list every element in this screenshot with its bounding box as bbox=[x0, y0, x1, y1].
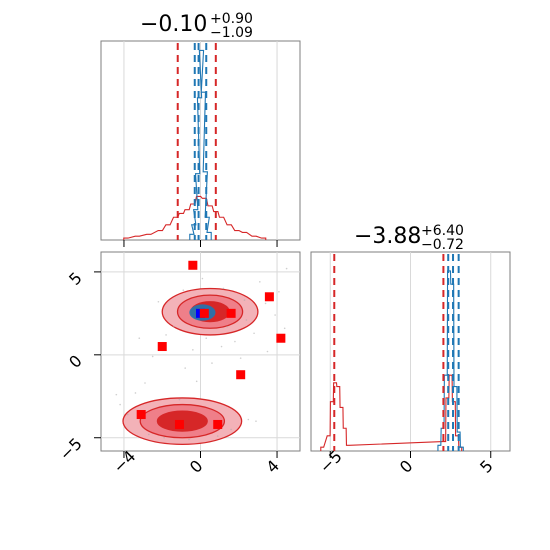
background-sample-14 bbox=[234, 340, 236, 343]
bottom-right-hist-series-0 bbox=[320, 374, 463, 451]
background-sample-22 bbox=[285, 267, 288, 270]
background-sample-23 bbox=[119, 403, 121, 406]
background-sample-28 bbox=[216, 435, 219, 437]
top-left-title: −0.10 +0.90 −1.09 bbox=[140, 11, 253, 41]
background-sample-12 bbox=[220, 345, 223, 348]
background-sample-27 bbox=[188, 438, 190, 441]
scatter-point-5 bbox=[199, 308, 209, 318]
background-sample-5 bbox=[172, 325, 175, 328]
bottom-right-title-sub: −0.72 bbox=[421, 237, 464, 253]
background-sample-18 bbox=[259, 281, 261, 283]
background-sample-20 bbox=[274, 314, 276, 316]
background-sample-7 bbox=[184, 367, 186, 369]
background-sample-13 bbox=[226, 325, 229, 328]
background-sample-17 bbox=[253, 332, 255, 335]
bottom-right-panel: −5 0 5 bbox=[310, 251, 511, 477]
scatter-point-1 bbox=[157, 342, 167, 352]
background-sample-10 bbox=[205, 337, 208, 340]
background-sample-9 bbox=[195, 380, 198, 383]
top-left-title-sup: +0.90 bbox=[210, 11, 253, 27]
background-sample-8 bbox=[192, 349, 194, 351]
bottom-right-title: −3.88 +6.40 −0.72 bbox=[354, 223, 464, 253]
scatter-point-10 bbox=[276, 333, 286, 343]
bottom-right-hist-series-1 bbox=[437, 270, 464, 451]
background-sample-25 bbox=[148, 433, 150, 436]
background-sample-19 bbox=[266, 350, 269, 353]
scatter-point-2 bbox=[174, 419, 184, 429]
scatter-point-6 bbox=[213, 419, 223, 429]
background-sample-38 bbox=[264, 302, 267, 305]
background-sample-2 bbox=[144, 382, 146, 384]
background-sample-26 bbox=[163, 436, 165, 439]
background-sample-1 bbox=[134, 392, 137, 394]
background-sample-4 bbox=[165, 334, 167, 336]
background-sample-37 bbox=[243, 299, 246, 301]
background-sample-34 bbox=[182, 289, 185, 291]
background-sample-39 bbox=[283, 327, 286, 330]
scatter-point-0 bbox=[136, 410, 146, 420]
background-sample-31 bbox=[255, 420, 257, 422]
background-sample-29 bbox=[230, 428, 232, 431]
bottom-right-title-sup: +6.40 bbox=[421, 223, 464, 239]
background-sample-15 bbox=[239, 357, 242, 359]
top-left-title-main: −0.10 bbox=[140, 12, 207, 37]
background-sample-24 bbox=[115, 393, 118, 396]
scatter-point-7 bbox=[226, 308, 236, 318]
scatter-point-8 bbox=[236, 370, 246, 380]
bottom-right-title-main: −3.88 bbox=[354, 224, 421, 249]
scatter-point-9 bbox=[264, 292, 274, 302]
background-sample-33 bbox=[157, 300, 160, 303]
top-left-title-sub: −1.09 bbox=[210, 25, 253, 41]
background-sample-21 bbox=[278, 291, 280, 293]
background-sample-32 bbox=[138, 337, 141, 340]
top-left-panel bbox=[100, 40, 301, 247]
scatter-point-3 bbox=[188, 260, 198, 270]
background-sample-16 bbox=[245, 319, 248, 321]
bottom-left-panel: −4 0 4−505 bbox=[56, 251, 301, 477]
background-sample-30 bbox=[247, 418, 250, 421]
background-sample-3 bbox=[151, 355, 154, 358]
background-sample-6 bbox=[178, 398, 181, 401]
background-sample-11 bbox=[211, 362, 213, 364]
top-left-hist-series-0 bbox=[123, 195, 267, 240]
background-sample-0 bbox=[126, 413, 129, 416]
background-sample-36 bbox=[222, 287, 225, 290]
background-sample-35 bbox=[201, 277, 204, 280]
